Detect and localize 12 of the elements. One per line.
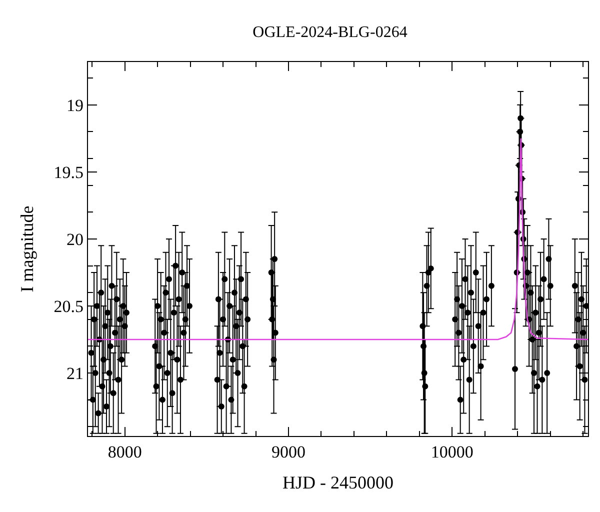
x-axis-title: HJD - 2450000 xyxy=(282,472,394,493)
y-axis-title: I magnitude xyxy=(16,206,37,292)
x-tick-label: 9000 xyxy=(271,442,306,462)
x-tick-label: 10000 xyxy=(430,442,474,462)
line-series xyxy=(88,138,588,340)
y-tick-label: 19 xyxy=(66,96,84,115)
y-tick-label: 20 xyxy=(66,230,84,249)
y-tick-label: 19.5 xyxy=(54,162,84,182)
y-tick-label: 21 xyxy=(66,364,84,383)
y-tick-label: 20.5 xyxy=(54,296,84,316)
chart-title: OGLE-2024-BLG-0264 xyxy=(252,24,408,41)
x-tick-label: 8000 xyxy=(108,442,142,462)
